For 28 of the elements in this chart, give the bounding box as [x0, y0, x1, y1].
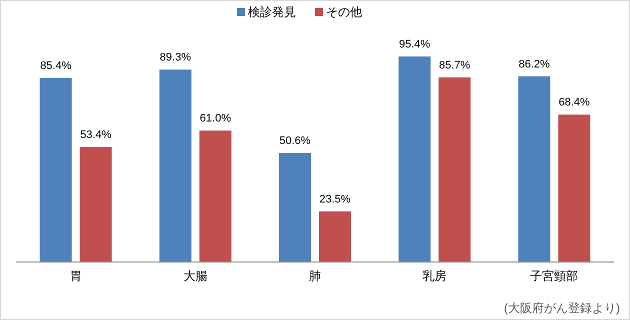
- data-label: 53.4%: [80, 128, 112, 141]
- bar: [558, 114, 590, 262]
- data-label: 85.4%: [40, 60, 72, 72]
- bar: [199, 130, 232, 262]
- text: (大阪府がん登録より): [504, 301, 620, 315]
- x-tick-label: 大腸: [183, 269, 208, 283]
- data-label: 86.2%: [518, 58, 550, 70]
- bar: [518, 76, 550, 262]
- data-label: 68.4%: [558, 96, 590, 109]
- legend-label: 検診発見: [248, 5, 296, 19]
- x-tick-label: 肺: [309, 269, 321, 283]
- bar: [319, 211, 351, 262]
- legend-label: その他: [326, 5, 362, 19]
- data-label: 50.6%: [279, 134, 311, 147]
- bar: [159, 70, 192, 262]
- x-tick-label: 胃: [70, 269, 82, 283]
- x-tick-label: 子宮頸部: [530, 269, 578, 283]
- bar: [40, 78, 72, 262]
- bar: [279, 152, 311, 262]
- data-label: 85.7%: [439, 59, 470, 72]
- data-label: 95.4%: [399, 38, 430, 50]
- data-label: 23.5%: [319, 193, 351, 206]
- data-label: 61.0%: [200, 112, 232, 125]
- data-label: 89.3%: [160, 52, 192, 64]
- x-tick-label: 乳房: [422, 269, 447, 283]
- bar: [438, 77, 471, 262]
- bar: [398, 56, 431, 262]
- bar: [80, 146, 112, 262]
